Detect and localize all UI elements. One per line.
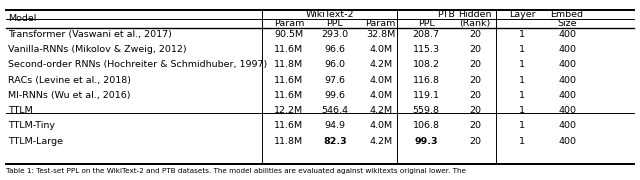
Text: RACs (Levine et al., 2018): RACs (Levine et al., 2018) [8,76,131,85]
Text: 20: 20 [469,137,481,146]
Text: Vanilla-RNNs (Mikolov & Zweig, 2012): Vanilla-RNNs (Mikolov & Zweig, 2012) [8,45,186,54]
Text: (Rank): (Rank) [460,19,490,28]
Text: 119.1: 119.1 [413,91,440,100]
Text: 208.7: 208.7 [413,30,440,39]
Text: 400: 400 [558,60,576,69]
Text: 20: 20 [469,91,481,100]
Text: 12.2M: 12.2M [275,106,303,115]
Text: 99.6: 99.6 [324,91,345,100]
Text: 20: 20 [469,76,481,85]
Text: 11.8M: 11.8M [275,137,303,146]
Text: Param: Param [274,19,304,28]
Text: 20: 20 [469,30,481,39]
Text: 90.5M: 90.5M [275,30,303,39]
Text: 4.2M: 4.2M [369,60,392,69]
Text: 4.2M: 4.2M [369,137,392,146]
Text: 400: 400 [558,137,576,146]
Text: 96.6: 96.6 [324,45,345,54]
Text: 96.0: 96.0 [324,60,345,69]
Text: 20: 20 [469,60,481,69]
Text: 400: 400 [558,76,576,85]
Text: 11.8M: 11.8M [275,60,303,69]
Text: TTLM: TTLM [8,106,33,115]
Text: 400: 400 [558,91,576,100]
Text: 1: 1 [519,45,525,54]
Text: Model: Model [8,14,36,23]
Text: 400: 400 [558,30,576,39]
Text: Transformer (Vaswani et al., 2017): Transformer (Vaswani et al., 2017) [8,30,172,39]
Text: 108.2: 108.2 [413,60,440,69]
Text: 11.6M: 11.6M [275,45,303,54]
Text: 400: 400 [558,106,576,115]
Text: Hidden: Hidden [458,10,492,19]
Text: Table 1: Test-set PPL on the WikiText-2 and PTB datasets. The model abilities ar: Table 1: Test-set PPL on the WikiText-2 … [6,168,467,174]
Text: PTB: PTB [438,10,455,19]
Text: 1: 1 [519,30,525,39]
Text: 20: 20 [469,45,481,54]
Text: 4.0M: 4.0M [369,76,392,85]
Text: 400: 400 [558,122,576,130]
Text: 20: 20 [469,106,481,115]
Text: WikiText-2: WikiText-2 [305,10,354,19]
Text: 4.0M: 4.0M [369,45,392,54]
Text: 20: 20 [469,122,481,130]
Text: 116.8: 116.8 [413,76,440,85]
Text: 559.8: 559.8 [413,106,440,115]
Text: PPL: PPL [418,19,435,28]
Text: 4.0M: 4.0M [369,122,392,130]
Text: 106.8: 106.8 [413,122,440,130]
Text: Second-order RNNs (Hochreiter & Schmidhuber, 1997): Second-order RNNs (Hochreiter & Schmidhu… [8,60,267,69]
Text: 4.2M: 4.2M [369,106,392,115]
Text: 11.6M: 11.6M [275,122,303,130]
Text: 32.8M: 32.8M [366,30,396,39]
Text: 1: 1 [519,122,525,130]
Text: 94.9: 94.9 [324,122,345,130]
Text: 1: 1 [519,91,525,100]
Text: 293.0: 293.0 [321,30,348,39]
Text: 1: 1 [519,76,525,85]
Text: 400: 400 [558,45,576,54]
Text: Embed: Embed [550,10,584,19]
Text: 1: 1 [519,106,525,115]
Text: 4.0M: 4.0M [369,91,392,100]
Text: TTLM-Large: TTLM-Large [8,137,63,146]
Text: TTLM-Tiny: TTLM-Tiny [8,122,54,130]
Text: PPL: PPL [326,19,343,28]
Text: 11.6M: 11.6M [275,91,303,100]
Text: 99.3: 99.3 [415,137,438,146]
Text: Layer: Layer [509,10,536,19]
Text: 546.4: 546.4 [321,106,348,115]
Text: Param: Param [365,19,396,28]
Text: 97.6: 97.6 [324,76,345,85]
Text: 115.3: 115.3 [413,45,440,54]
Text: 82.3: 82.3 [323,137,346,146]
Text: 1: 1 [519,137,525,146]
Text: MI-RNNs (Wu et al., 2016): MI-RNNs (Wu et al., 2016) [8,91,130,100]
Text: Size: Size [557,19,577,28]
Text: 11.6M: 11.6M [275,76,303,85]
Text: 1: 1 [519,60,525,69]
